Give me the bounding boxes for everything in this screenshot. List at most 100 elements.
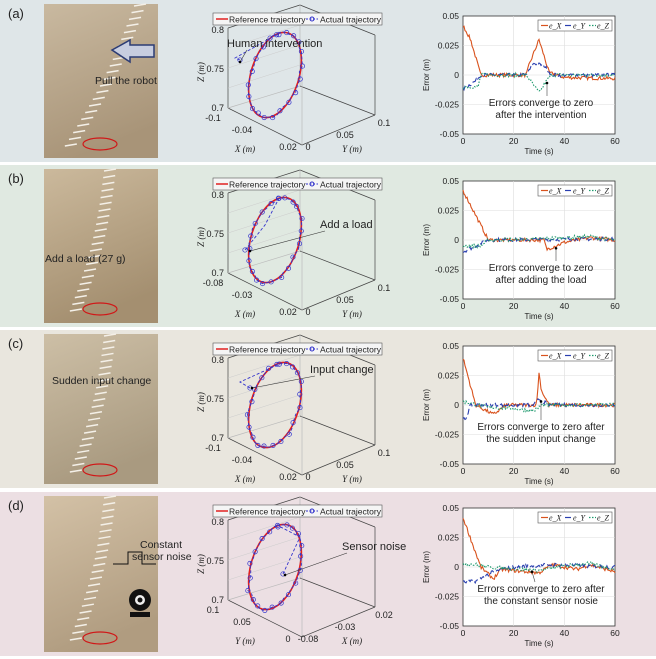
actual-trajectory-marker <box>293 580 299 586</box>
actual-trajectory-marker <box>289 525 295 531</box>
actual-trajectory-marker <box>290 420 296 426</box>
robot-segment <box>72 630 85 634</box>
robot-segment <box>81 116 94 121</box>
x-axis-label: Time (s) <box>524 639 553 648</box>
annotation-arrowhead <box>283 573 287 577</box>
axis-box-line <box>301 444 376 476</box>
robot-segment <box>77 616 90 621</box>
actual-trajectory-marker <box>277 108 283 114</box>
legend-actual-label: Actual trajectory <box>320 180 382 190</box>
actual-trajectory-marker <box>270 442 276 448</box>
robot-tip-marker <box>82 137 118 151</box>
robot-segment <box>97 542 110 547</box>
actual-trajectory-marker <box>284 30 290 36</box>
robot-segment <box>79 443 92 447</box>
axis-box-line <box>299 415 376 446</box>
robot-segment <box>99 201 112 206</box>
y-tick-label: 0 <box>454 235 459 245</box>
robot-segment <box>85 261 99 266</box>
actual-trajectory-marker <box>246 424 252 430</box>
robot-segment <box>94 391 107 396</box>
annotation-arrowhead <box>238 60 242 64</box>
robot-segment <box>93 398 106 402</box>
error-annotation: the constant sensor nosie <box>484 596 598 607</box>
x-axis-label: Time (s) <box>524 477 553 486</box>
y-tick-label: 0.025 <box>438 206 460 216</box>
actual-trajectory-marker <box>250 434 256 440</box>
robot-segment <box>91 569 104 574</box>
robot-segment <box>103 333 117 337</box>
z-tick-label: 0.75 <box>206 64 224 74</box>
actual-trajectory-marker <box>298 378 304 385</box>
x-tick-label: 20 <box>509 466 519 476</box>
robot-photo: Sudden input change <box>44 333 158 484</box>
left-axis-label: X (m) <box>234 144 255 154</box>
y-tick-label: -0.025 <box>435 592 459 602</box>
robot-segment <box>77 449 90 454</box>
actual-trajectory-marker <box>246 93 252 100</box>
actual-trajectory-marker <box>267 35 273 41</box>
x-axis-label: Time (s) <box>524 147 553 156</box>
actual-trajectory-marker <box>290 364 296 370</box>
left-axis-tick: -0.1 <box>205 443 221 453</box>
photo-background <box>44 169 158 323</box>
axis-box-line <box>299 250 376 281</box>
y-tick-label: -0.05 <box>440 459 460 469</box>
legend-label: e_Y <box>573 22 587 31</box>
robot-segment <box>89 410 103 415</box>
robot-segment <box>83 268 97 272</box>
axis-box-line <box>227 250 301 274</box>
x-tick-label: 60 <box>610 301 620 311</box>
annotation-arrow <box>239 49 248 63</box>
z-tick-label: 0.8 <box>211 355 224 365</box>
actual-trajectory-marker <box>255 603 261 609</box>
robot-segment <box>93 234 106 239</box>
actual-trajectory-marker <box>285 265 292 271</box>
noise-step-icon <box>113 551 156 565</box>
actual-trajectory-line <box>244 197 303 285</box>
robot-segment <box>77 123 90 127</box>
right-axis-tick: 0 <box>305 142 310 152</box>
error-annotation: Errors converge to zero after <box>477 584 605 595</box>
legend-label: e_Y <box>573 187 587 196</box>
y-tick-label: 0 <box>454 70 459 80</box>
legend-reference-label: Reference trajectory <box>229 180 306 190</box>
z-tick-label: 0.75 <box>206 556 224 566</box>
actual-trajectory-marker <box>296 39 302 45</box>
robot-segment <box>96 385 109 389</box>
gridline <box>227 374 301 399</box>
error-annotation: after the intervention <box>495 110 586 121</box>
robot-segment <box>99 365 112 370</box>
reference-trajectory-line <box>247 196 303 284</box>
error-legend: e_X e_Y e_Z <box>537 349 613 362</box>
robot-segment <box>83 596 97 601</box>
left-axis-tick: -0.03 <box>232 290 253 300</box>
actual-trajectory-marker <box>260 44 266 50</box>
left-axis-label: X (m) <box>234 309 255 319</box>
actual-trajectory-marker <box>268 200 274 207</box>
z-tick-label: 0.7 <box>211 103 224 113</box>
actual-trajectory-marker <box>275 195 282 201</box>
photo-annotation: Sudden input change <box>52 375 151 387</box>
webcam-icon <box>129 589 151 617</box>
actual-trajectory-line <box>247 524 303 611</box>
actual-trajectory-marker <box>250 597 256 603</box>
robot-segment <box>102 181 115 186</box>
robot-segment <box>77 288 90 292</box>
robot-segment <box>89 576 103 580</box>
robot-segment <box>85 423 99 428</box>
panel-label: (b) <box>8 171 24 186</box>
actual-trajectory-marker <box>270 115 276 121</box>
left-axis-tick: -0.04 <box>232 125 253 135</box>
x-tick-label: 0 <box>461 136 466 146</box>
gridline <box>227 354 301 379</box>
actual-trajectory-marker <box>284 522 290 528</box>
panel-label: (d) <box>8 498 24 513</box>
trajectory-plot: 0.8 0.75 0.7 Z (m) 0.1 0.05 0 Y (m) -0.08 -0.03 0.… <box>196 496 406 646</box>
y-tick-label: -0.025 <box>435 430 459 440</box>
robot-segment <box>121 36 134 41</box>
gridline <box>227 209 301 234</box>
